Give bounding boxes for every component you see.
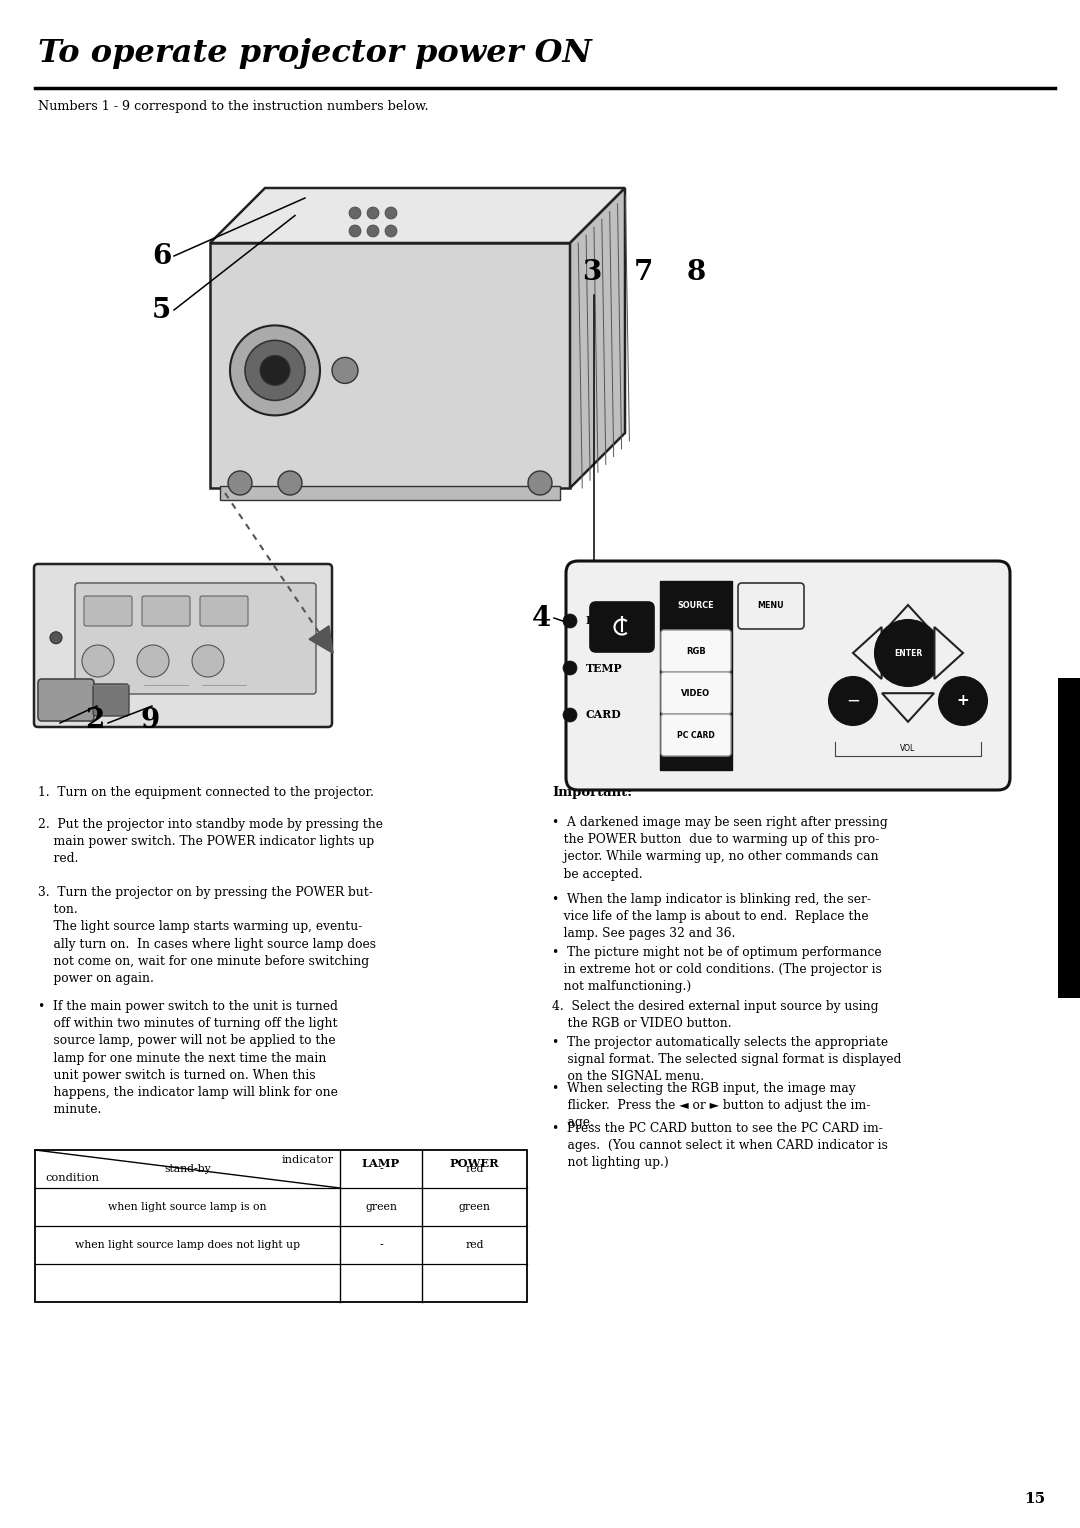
Polygon shape [210,243,570,487]
Text: condition: condition [45,1174,99,1183]
Circle shape [384,225,397,237]
Text: -: - [379,1241,382,1250]
Circle shape [829,677,877,724]
FancyBboxPatch shape [75,584,316,694]
Polygon shape [853,626,881,678]
Circle shape [260,356,291,385]
Circle shape [367,206,379,219]
Text: TEMP: TEMP [586,663,623,674]
Text: 3: 3 [582,260,602,287]
Text: red: red [465,1164,484,1174]
Text: 15: 15 [1024,1491,1045,1507]
FancyBboxPatch shape [664,587,728,625]
Bar [1058,678,1080,998]
Text: 2: 2 [85,706,105,733]
FancyBboxPatch shape [84,596,132,626]
Text: VOL: VOL [901,744,916,753]
Text: ENTER: ENTER [894,648,922,657]
Circle shape [384,206,397,219]
Text: POWER: POWER [449,1158,499,1169]
Text: MENU: MENU [758,602,784,611]
Text: -: - [379,1164,382,1174]
Circle shape [82,645,114,677]
FancyBboxPatch shape [590,602,654,652]
Text: 5: 5 [152,296,172,324]
Text: 8: 8 [687,260,706,287]
FancyBboxPatch shape [93,685,129,717]
Text: To operate projector power ON: To operate projector power ON [38,38,592,69]
Text: green: green [365,1203,397,1212]
Text: Numbers 1 - 9 correspond to the instruction numbers below.: Numbers 1 - 9 correspond to the instruct… [38,99,429,113]
Bar [220,486,561,500]
Text: 7: 7 [634,260,653,287]
Polygon shape [882,605,934,634]
Text: when light source lamp does not light up: when light source lamp does not light up [75,1241,300,1250]
Circle shape [367,225,379,237]
Text: •  A darkened image may be seen right after pressing
   the POWER button  due to: • A darkened image may be seen right aft… [552,816,888,880]
Polygon shape [882,694,934,721]
Polygon shape [210,188,625,243]
Text: 4: 4 [532,605,551,631]
Text: Important:: Important: [552,785,632,799]
Circle shape [192,645,224,677]
FancyBboxPatch shape [661,630,731,672]
Text: 9: 9 [140,706,159,733]
Text: VIDEO: VIDEO [681,689,711,697]
Text: 4.  Select the desired external input source by using
    the RGB or VIDEO butto: 4. Select the desired external input sou… [552,999,878,1030]
Text: •  Press the PC CARD button to see the PC CARD im-
    ages.  (You cannot select: • Press the PC CARD button to see the PC… [552,1122,888,1169]
Text: +: + [957,694,970,709]
Text: •  When selecting the RGB input, the image may
    flicker.  Press the ◄ or ► bu: • When selecting the RGB input, the imag… [552,1082,870,1129]
Circle shape [332,358,357,384]
Text: stand-by: stand-by [164,1164,211,1174]
Circle shape [50,631,62,643]
Text: LAMP: LAMP [362,1158,400,1169]
Text: PC CARD: PC CARD [677,730,715,740]
Text: red: red [465,1241,484,1250]
Circle shape [528,471,552,495]
FancyBboxPatch shape [660,581,732,770]
Circle shape [939,677,987,724]
Circle shape [228,471,252,495]
Circle shape [278,471,302,495]
FancyBboxPatch shape [661,714,731,756]
FancyBboxPatch shape [200,596,248,626]
Text: •  When the lamp indicator is blinking red, the ser-
   vice life of the lamp is: • When the lamp indicator is blinking re… [552,892,870,940]
Text: −: − [846,692,860,711]
Text: SOURCE: SOURCE [678,602,714,611]
FancyBboxPatch shape [738,584,804,630]
Polygon shape [309,626,333,654]
Circle shape [245,341,305,400]
Circle shape [563,614,577,628]
Text: •  The projector automatically selects the appropriate
    signal format. The se: • The projector automatically selects th… [552,1036,902,1083]
Circle shape [563,662,577,675]
FancyBboxPatch shape [661,672,731,714]
Circle shape [137,645,168,677]
Text: RGB: RGB [686,646,706,656]
Text: 2.  Put the projector into standby mode by pressing the
    main power switch. T: 2. Put the projector into standby mode b… [38,817,383,865]
Polygon shape [934,626,963,678]
FancyBboxPatch shape [33,564,332,727]
Text: 3.  Turn the projector on by pressing the POWER but-
    ton.
    The light sour: 3. Turn the projector on by pressing the… [38,886,376,986]
Text: •  If the main power switch to the unit is turned
    off within two minutes of : • If the main power switch to the unit i… [38,999,338,1115]
Text: CARD: CARD [586,709,622,721]
FancyBboxPatch shape [141,596,190,626]
Text: when light source lamp is on: when light source lamp is on [108,1203,267,1212]
Text: LAMP: LAMP [586,616,622,626]
Polygon shape [570,188,625,487]
Bar [35,1151,527,1302]
FancyBboxPatch shape [566,561,1010,790]
Circle shape [563,707,577,723]
Circle shape [349,225,361,237]
FancyBboxPatch shape [38,678,94,721]
Text: 6: 6 [152,243,172,269]
Circle shape [349,206,361,219]
Text: indicator: indicator [282,1155,334,1164]
Text: green: green [459,1203,490,1212]
Circle shape [230,325,320,416]
Text: •  The picture might not be of optimum performance
   in extreme hot or cold con: • The picture might not be of optimum pe… [552,946,882,993]
Circle shape [875,620,941,686]
Text: 1.  Turn on the equipment connected to the projector.: 1. Turn on the equipment connected to th… [38,785,374,799]
